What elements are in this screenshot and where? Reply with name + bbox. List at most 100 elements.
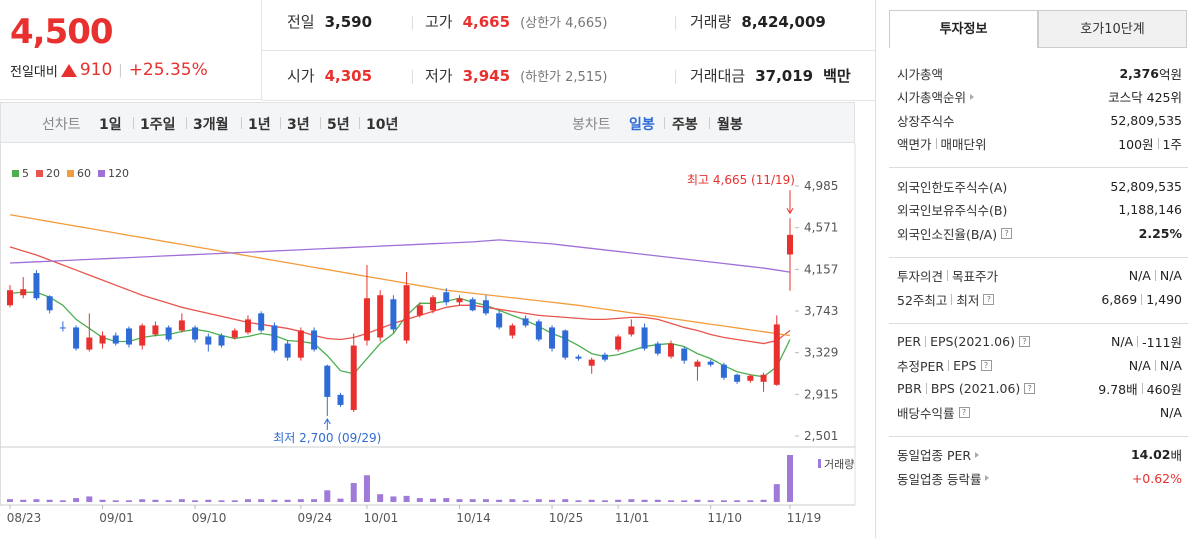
volume-bar bbox=[324, 490, 331, 502]
candle-body bbox=[86, 337, 93, 350]
volume-bar bbox=[218, 500, 225, 502]
candle-body bbox=[46, 296, 53, 311]
volume-bar bbox=[258, 499, 265, 502]
candle-body bbox=[218, 335, 225, 346]
candle-body bbox=[205, 336, 212, 345]
period-button[interactable]: 5년 bbox=[327, 117, 350, 133]
volume-bar bbox=[641, 499, 648, 502]
tab[interactable]: 호가10단계 bbox=[1038, 10, 1187, 48]
info-values: 코스닥 425위 bbox=[1108, 87, 1182, 106]
separator bbox=[1137, 336, 1139, 347]
separator bbox=[359, 117, 360, 129]
label-text: 52주최고 bbox=[897, 292, 948, 308]
candle-body bbox=[33, 273, 40, 299]
separator bbox=[320, 117, 321, 129]
volume-bar bbox=[681, 500, 688, 502]
divider bbox=[675, 70, 676, 84]
separator bbox=[935, 138, 937, 149]
label-text: 추정PER bbox=[897, 358, 945, 374]
period-button[interactable]: 10년 bbox=[366, 117, 399, 133]
volume-bar bbox=[575, 500, 582, 502]
stat-value: 37,019 bbox=[755, 67, 814, 85]
candle-body bbox=[734, 374, 741, 382]
separator bbox=[948, 359, 950, 371]
stat-value: 3,590 bbox=[324, 13, 373, 31]
volume-bar bbox=[244, 499, 251, 502]
volume-bar bbox=[271, 499, 278, 502]
stat-sub: (상한가 4,665) bbox=[520, 16, 608, 31]
volume-bar bbox=[456, 499, 463, 502]
candle-body bbox=[482, 300, 489, 314]
info-label: 상장주식수 bbox=[897, 111, 955, 130]
volume-bar bbox=[205, 499, 212, 502]
volume-bar bbox=[535, 499, 542, 502]
candle-body bbox=[747, 375, 754, 381]
volume-bar bbox=[601, 500, 608, 502]
label-text: 시가총액순위 bbox=[897, 90, 967, 105]
candle-body bbox=[350, 345, 357, 410]
period-label: 봉차트 bbox=[572, 117, 611, 133]
candle-button[interactable]: 주봉 bbox=[672, 117, 698, 133]
info-label: PER EPS(2021.06) bbox=[897, 334, 1030, 349]
volume-bar bbox=[615, 499, 622, 502]
period-button[interactable]: 1년 bbox=[248, 117, 271, 133]
stat-divider bbox=[262, 50, 875, 51]
annotation: 최저 2,700 (09/29) bbox=[273, 431, 381, 445]
stat-value: 4,305 bbox=[324, 67, 373, 85]
volume-bar bbox=[720, 500, 727, 502]
volume-bar bbox=[443, 498, 450, 502]
volume-bar bbox=[46, 499, 53, 502]
volume-bar bbox=[787, 455, 793, 502]
volume-bar bbox=[403, 495, 410, 502]
period-button[interactable]: 1주일 bbox=[140, 117, 176, 133]
volume-bar bbox=[33, 499, 40, 502]
candle-button[interactable]: 일봉 bbox=[629, 117, 655, 133]
price-box bbox=[0, 0, 262, 100]
info-row: 투자의견 목표주가 N/A N/A bbox=[897, 266, 1182, 286]
label-text: 목표주가 bbox=[952, 269, 999, 284]
candle-body bbox=[112, 335, 119, 344]
candle-body bbox=[535, 321, 542, 340]
volume-bar bbox=[152, 499, 159, 502]
moving-average bbox=[9, 214, 791, 337]
label-text: 시가총액 bbox=[897, 66, 944, 82]
candle-body bbox=[469, 299, 476, 311]
candle-body bbox=[20, 289, 27, 296]
value-text: N/A bbox=[1159, 404, 1182, 420]
candle-body bbox=[244, 319, 251, 333]
volume-bar bbox=[496, 499, 503, 502]
stat-unit: 백만 bbox=[823, 67, 851, 85]
tab[interactable]: 투자정보 bbox=[889, 10, 1038, 48]
info-values: 1,188,146 bbox=[1118, 202, 1182, 217]
info-label: PBR BPS (2021.06) bbox=[897, 381, 1036, 396]
x-tick-label: 08/23 bbox=[7, 511, 42, 525]
volume-bar bbox=[416, 498, 423, 502]
period-button[interactable]: 3년 bbox=[287, 117, 310, 133]
x-tick-label: 11/10 bbox=[707, 511, 742, 525]
candle-body bbox=[178, 320, 185, 331]
y-tick-label: 3,743 bbox=[804, 304, 838, 318]
separator bbox=[1154, 359, 1156, 371]
volume-bar bbox=[192, 500, 199, 502]
candle-body bbox=[562, 330, 569, 358]
value-text: 100원 bbox=[1118, 137, 1154, 152]
period-button[interactable]: 3개월 bbox=[193, 117, 229, 133]
candle-body bbox=[496, 313, 503, 328]
value-text: 52,809,535 bbox=[1110, 112, 1182, 128]
candle-body bbox=[152, 325, 159, 335]
volume-bar bbox=[363, 475, 370, 502]
label-text: 투자의견 bbox=[897, 269, 944, 284]
period-button[interactable]: 1일 bbox=[99, 117, 122, 133]
separator bbox=[709, 117, 710, 129]
x-tick-label: 09/10 bbox=[192, 511, 227, 525]
candle-button[interactable]: 월봉 bbox=[717, 117, 743, 133]
legend-swatch bbox=[12, 170, 19, 177]
info-label: 추정PER EPS bbox=[897, 356, 992, 375]
stat-divider bbox=[262, 100, 875, 101]
chart: 5 20 60 120 4,985 4,571 4,157 3,743 3,329 2,915 2,… bbox=[0, 143, 856, 525]
x-tick-label: 10/25 bbox=[549, 511, 584, 525]
info-values: +0.62% bbox=[1132, 471, 1182, 486]
separator bbox=[241, 117, 242, 129]
volume-bar bbox=[231, 500, 238, 502]
